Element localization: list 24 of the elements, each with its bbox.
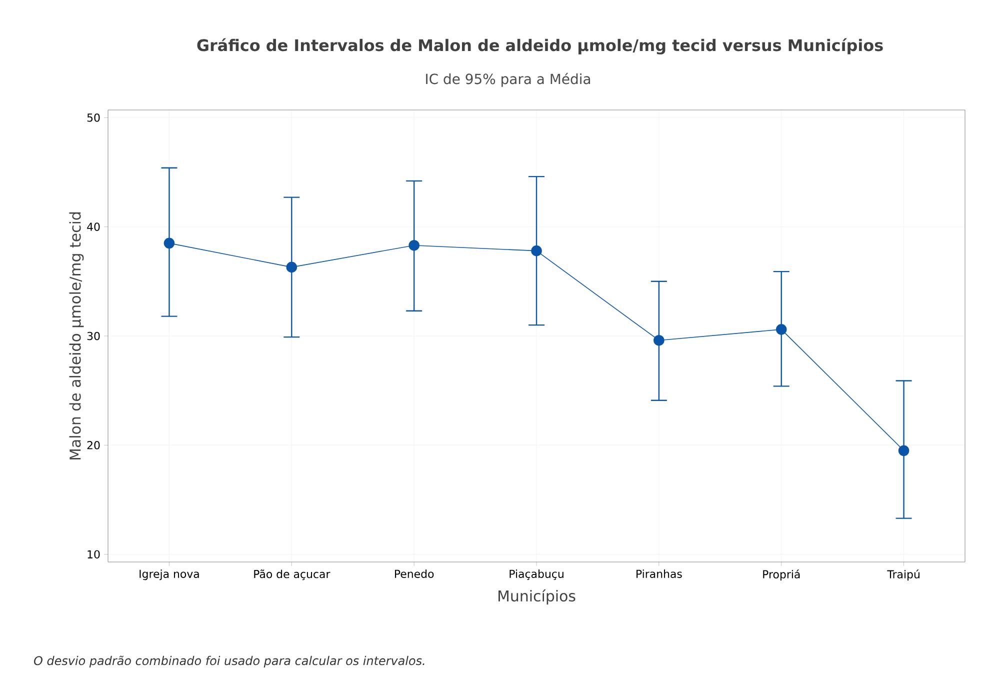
- x-tick-label: Igreja nova: [140, 570, 199, 580]
- y-axis-title: Malon de aldeido µmole/mg tecid: [69, 212, 84, 460]
- y-tick-label: 40: [87, 222, 100, 231]
- y-tick-label: 30: [87, 332, 100, 340]
- text: O desvio padrão combinado foi usado para calcular os intervalos.: [34, 656, 424, 668]
- point: [408, 240, 420, 251]
- x-tick-label: Piaçabuçu: [510, 570, 564, 580]
- point: [286, 262, 298, 273]
- x-tick-label: Penedo: [395, 570, 434, 578]
- chart-subtitle: IC de 95% para a Média: [426, 72, 590, 87]
- y-tick-label: 50: [87, 113, 100, 122]
- point: [654, 334, 664, 346]
- x-tick-label: Propriá: [763, 570, 800, 581]
- chart-title: Gráfico de Intervalos de Malon de aldeido µmole/mg tecid versus Municípios: [197, 38, 883, 54]
- x-tick-label: Pão de açucar: [254, 570, 330, 580]
- point: [531, 245, 542, 256]
- point: [898, 445, 910, 456]
- x-tick-label: Traipú: [887, 570, 920, 581]
- point: [164, 238, 175, 249]
- y-tick-label: 20: [87, 441, 100, 450]
- point: [776, 324, 787, 335]
- x-axis-title: Municípios: [498, 589, 576, 604]
- x-tick-label: Piranhas: [636, 570, 682, 578]
- y-tick-label: 10: [88, 550, 100, 558]
